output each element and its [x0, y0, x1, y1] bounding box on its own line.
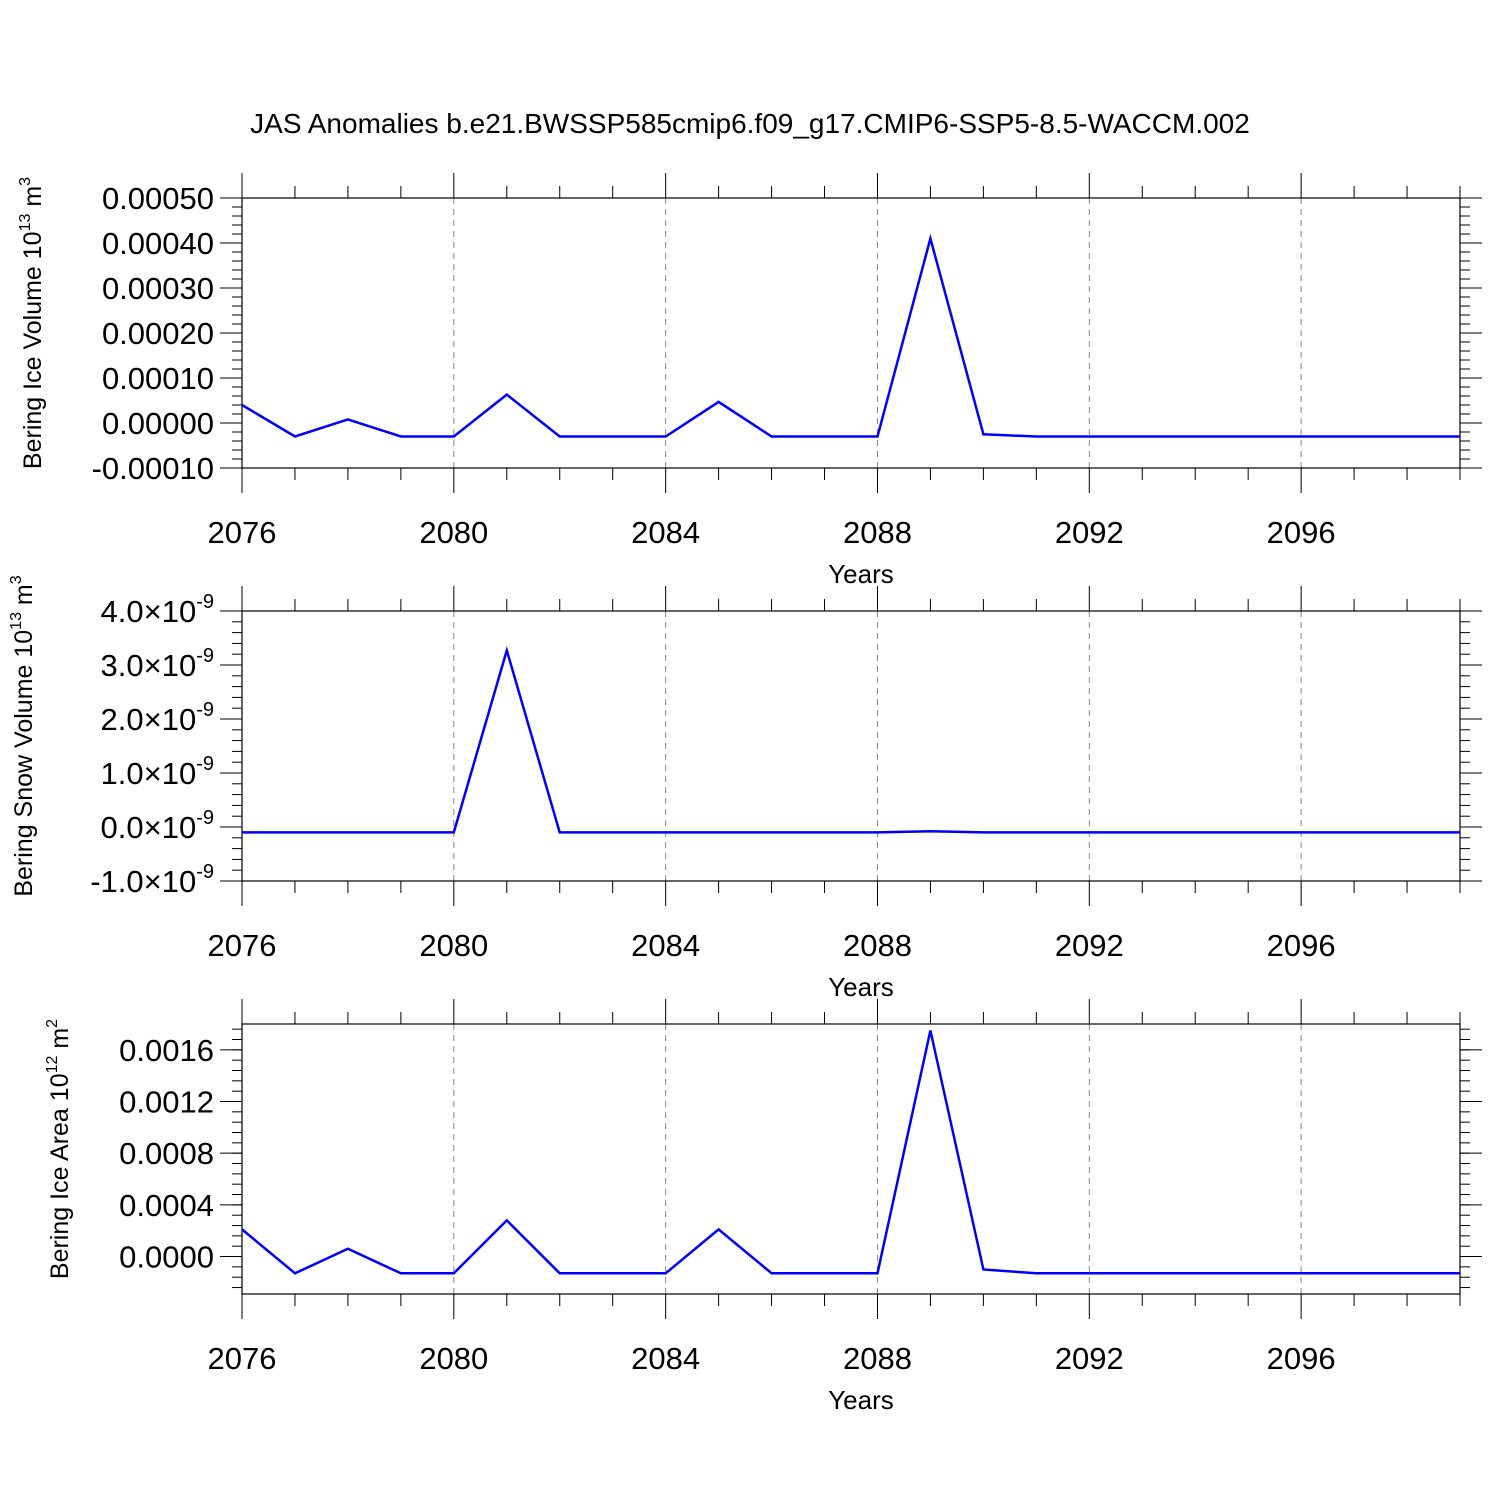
y-tick-label: 0.0016	[119, 1033, 214, 1068]
x-tick-label: 2088	[843, 1341, 912, 1376]
y-axis-label: Bering Ice Area 1012 m2	[44, 1019, 74, 1279]
y-tick-label: 0.00040	[102, 226, 214, 261]
y-tick-label: 0.0012	[119, 1085, 214, 1120]
y-axis-label: Bering Snow Volume 1013 m3	[8, 575, 38, 896]
y-tick-label: 0.0004	[119, 1188, 214, 1223]
y-tick-label: 0.00000	[102, 406, 214, 441]
y-axis-label: Bering Ice Volume 1013 m3	[17, 177, 47, 469]
y-tick-label: 2.0×10-9	[101, 699, 215, 737]
y-tick-label: -0.00010	[92, 451, 214, 486]
x-tick-label: 2092	[1055, 515, 1124, 550]
x-tick-label: 2084	[631, 1341, 700, 1376]
y-tick-label: -1.0×10-9	[90, 861, 214, 899]
x-tick-label: 2088	[843, 515, 912, 550]
y-tick-label: 3.0×10-9	[101, 645, 215, 683]
x-tick-label: 2096	[1267, 928, 1336, 963]
x-tick-label: 2080	[419, 515, 488, 550]
x-tick-label: 2092	[1055, 1341, 1124, 1376]
x-tick-label: 2088	[843, 928, 912, 963]
series-line	[241, 233, 1460, 438]
x-tick-label: 2092	[1055, 928, 1124, 963]
plot-frame	[241, 1023, 1461, 1295]
x-axis-label: Years	[828, 1385, 894, 1415]
y-tick-label: 0.0008	[119, 1136, 214, 1171]
y-tick-label: 0.00020	[102, 316, 214, 351]
series-line	[242, 645, 1460, 834]
y-tick-label: 0.0000	[119, 1240, 214, 1275]
y-tick-label: 1.0×10-9	[101, 753, 215, 791]
x-tick-label: 2084	[631, 515, 700, 550]
x-tick-label: 2084	[631, 928, 700, 963]
y-tick-label: 4.0×10-9	[101, 591, 215, 629]
x-axis-label: Years	[828, 559, 894, 589]
plot-frame	[241, 610, 1461, 882]
panel-2: 2076 2080 2084 2088 2092 2096 Years 4.0×10-9 3.0…	[8, 575, 1482, 1002]
y-tick-label: 0.00010	[102, 361, 214, 396]
x-tick-label: 2096	[1267, 1341, 1336, 1376]
x-axis-label: Years	[828, 972, 894, 1002]
x-tick-label: 2076	[208, 515, 277, 550]
figure-title: JAS Anomalies b.e21.BWSSP585cmip6.f09_g1…	[250, 108, 1250, 139]
x-tick-label: 2076	[208, 1341, 277, 1376]
plot-frame	[241, 197, 1461, 469]
series-line	[241, 1030, 1460, 1275]
panel-1: 2076 2080 2084 2088 2092 2096 Years 0.00050 0.00…	[17, 173, 1482, 589]
x-tick-label: 2076	[208, 928, 277, 963]
y-tick-label: 0.00030	[102, 271, 214, 306]
x-tick-label: 2096	[1267, 515, 1336, 550]
panel-3: 2076 2080 2084 2088 2092 2096 Years 0.0016 0.001…	[44, 999, 1482, 1415]
x-tick-label: 2080	[419, 1341, 488, 1376]
y-tick-label: 0.00050	[102, 181, 214, 216]
y-tick-label: 0.0×10-9	[101, 807, 215, 845]
x-tick-label: 2080	[419, 928, 488, 963]
